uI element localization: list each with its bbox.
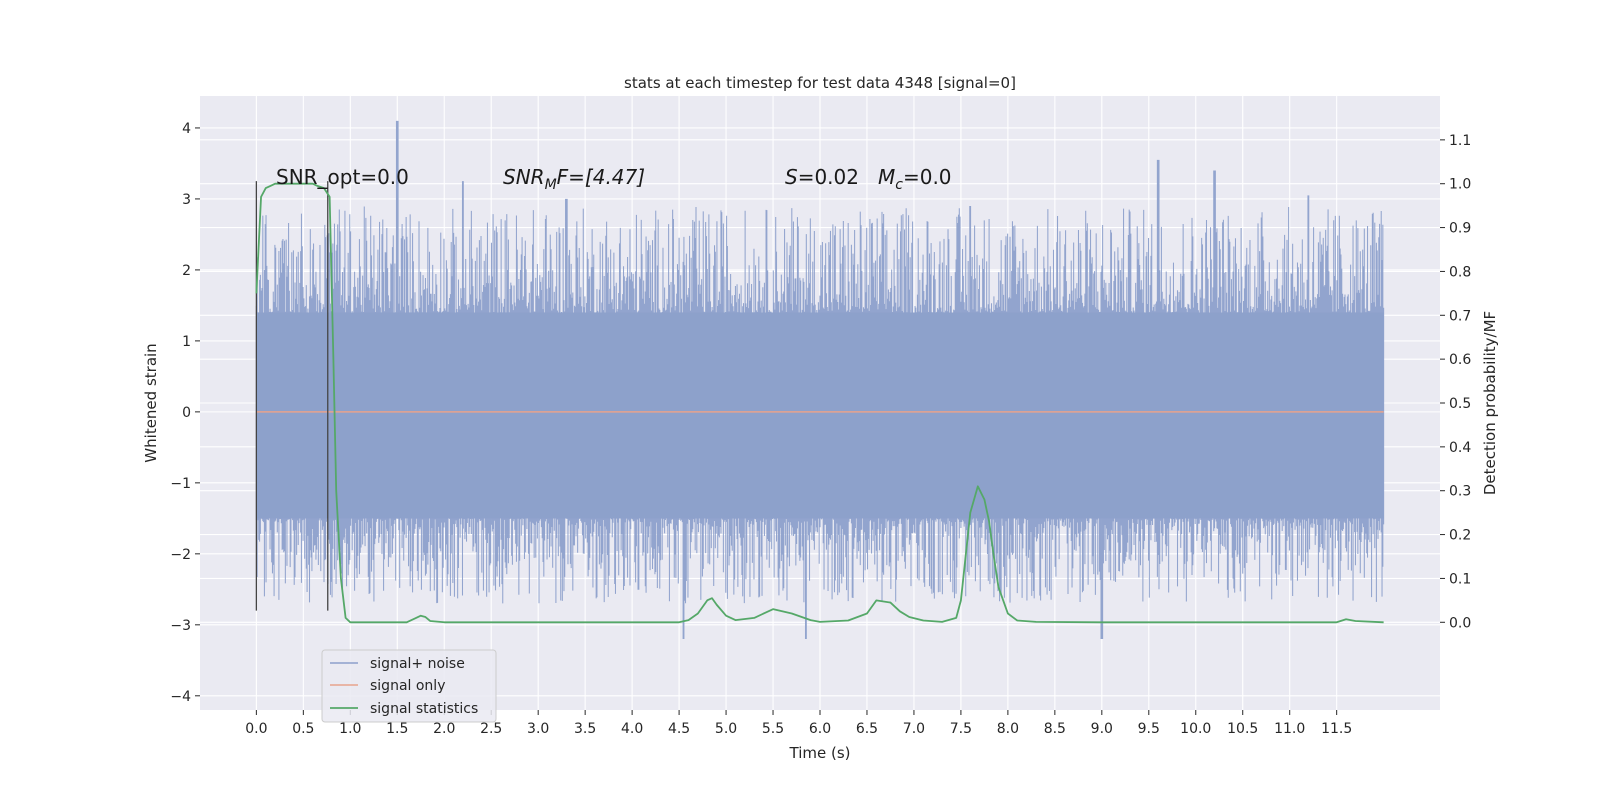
annotation-s-var: S [785,165,798,189]
y2-axis-label: Detection probability/MF [1481,311,1499,495]
y2-tick-label-8: 0.8 [1449,264,1471,280]
x-tick-label-20: 10.0 [1180,721,1211,737]
x-tick-label-4: 2.0 [433,721,455,737]
legend-label-signal-noise: signal+ noise [370,656,465,672]
annotations: SNR_opt=0.0 SNRMF=[4.47] S=0.02 Mc=0.0 [276,165,952,193]
vertical-markers [255,181,329,611]
x-tick-label-14: 7.0 [903,721,925,737]
x-tick-label-11: 5.5 [762,721,784,737]
y2-tick-label-6: 0.6 [1449,352,1471,368]
x-axis-label: Time (s) [789,744,851,762]
x-tick-label-9: 4.5 [668,721,690,737]
annotation-snr-mf-sub: M [545,177,557,193]
y-tick-label-7: 3 [182,192,191,208]
x-tick-label-21: 10.5 [1227,721,1258,737]
annotation-mc-val: =0.0 [903,165,952,189]
y-tick-label-4: 0 [182,405,191,421]
x-tick-label-15: 7.5 [950,721,972,737]
legend-box [321,649,497,723]
chart-title: stats at each timestep for test data 434… [624,74,1016,92]
annotation-s-val: =0.02 [798,165,859,189]
y-tick-label-2: −2 [170,547,191,563]
x-tick-label-5: 2.5 [480,721,502,737]
y2-axis-ticks: 0.0 0.1 0.2 0.3 0.4 0.5 0.6 0.7 0.8 0.9 1.0 1.1 [1440,133,1471,631]
y2-tick-label-0: 0.0 [1449,615,1471,631]
y2-tick-label-1: 0.1 [1449,571,1471,587]
y-axis-label: Whitened strain [142,343,160,462]
x-tick-label-13: 6.5 [856,721,878,737]
y2-tick-label-11: 1.1 [1449,133,1471,149]
x-tick-label-7: 3.5 [574,721,596,737]
y2-tick-label-4: 0.4 [1449,440,1471,456]
x-tick-label-22: 11.0 [1274,721,1305,737]
series-signal-statistics [255,182,1384,624]
annotation-snr-mf-main: SNR [503,165,545,189]
y-tick-label-6: 2 [182,263,191,279]
annotation-mc: Mc=0.0 [878,165,952,193]
x-tick-label-12: 6.0 [809,721,831,737]
y2-tick-label-5: 0.5 [1449,396,1471,412]
annotation-snr-mf-rest: F=[4.47] [557,165,645,189]
x-tick-label-6: 3.0 [527,721,549,737]
y-axis-ticks: −4 −3 −2 −1 0 1 2 3 4 [170,121,200,705]
y2-tick-label-7: 0.7 [1449,308,1471,324]
y2-tick-label-10: 1.0 [1449,177,1471,193]
noise-dense-band [256,312,1384,519]
x-tick-label-1: 0.5 [292,721,314,737]
y-tick-label-5: 1 [182,334,191,350]
x-tick-label-0: 0.0 [245,721,267,737]
y-tick-label-0: −4 [170,689,191,705]
legend-label-signal-only: signal only [370,678,445,694]
x-tick-label-16: 8.0 [997,721,1019,737]
legend: signal+ noise signal only signal statist… [321,649,497,723]
x-tick-label-18: 9.0 [1091,721,1113,737]
y2-tick-label-9: 0.9 [1449,221,1471,237]
y-tick-label-3: −1 [170,476,191,492]
x-tick-label-3: 1.5 [386,721,408,737]
legend-label-signal-statistics: signal statistics [370,701,478,717]
x-tick-label-2: 1.0 [339,721,361,737]
annotation-mc-sub: c [895,177,903,193]
x-tick-label-19: 9.5 [1138,721,1160,737]
x-tick-label-23: 11.5 [1321,721,1352,737]
x-tick-label-17: 8.5 [1044,721,1066,737]
annotation-snr-mf: SNRMF=[4.47] [503,165,645,193]
annotation-snr-opt: SNR_opt=0.0 [276,165,409,189]
annotation-mc-var: M [878,165,895,189]
x-tick-label-8: 4.0 [621,721,643,737]
y-tick-label-1: −3 [170,618,191,634]
annotation-s: S=0.02 [785,165,859,189]
series-signal-noise [255,120,1385,640]
x-axis-ticks: 0.0 0.5 1.0 1.5 2.0 2.5 3.0 3.5 4.0 4.5 5.0 5.5 6.0 6… [245,710,1352,737]
y2-tick-label-3: 0.3 [1449,484,1471,500]
signal-statistics-line [255,182,1384,624]
y2-tick-label-2: 0.2 [1449,528,1471,544]
y-tick-label-8: 4 [182,121,191,137]
x-tick-label-10: 5.0 [715,721,737,737]
